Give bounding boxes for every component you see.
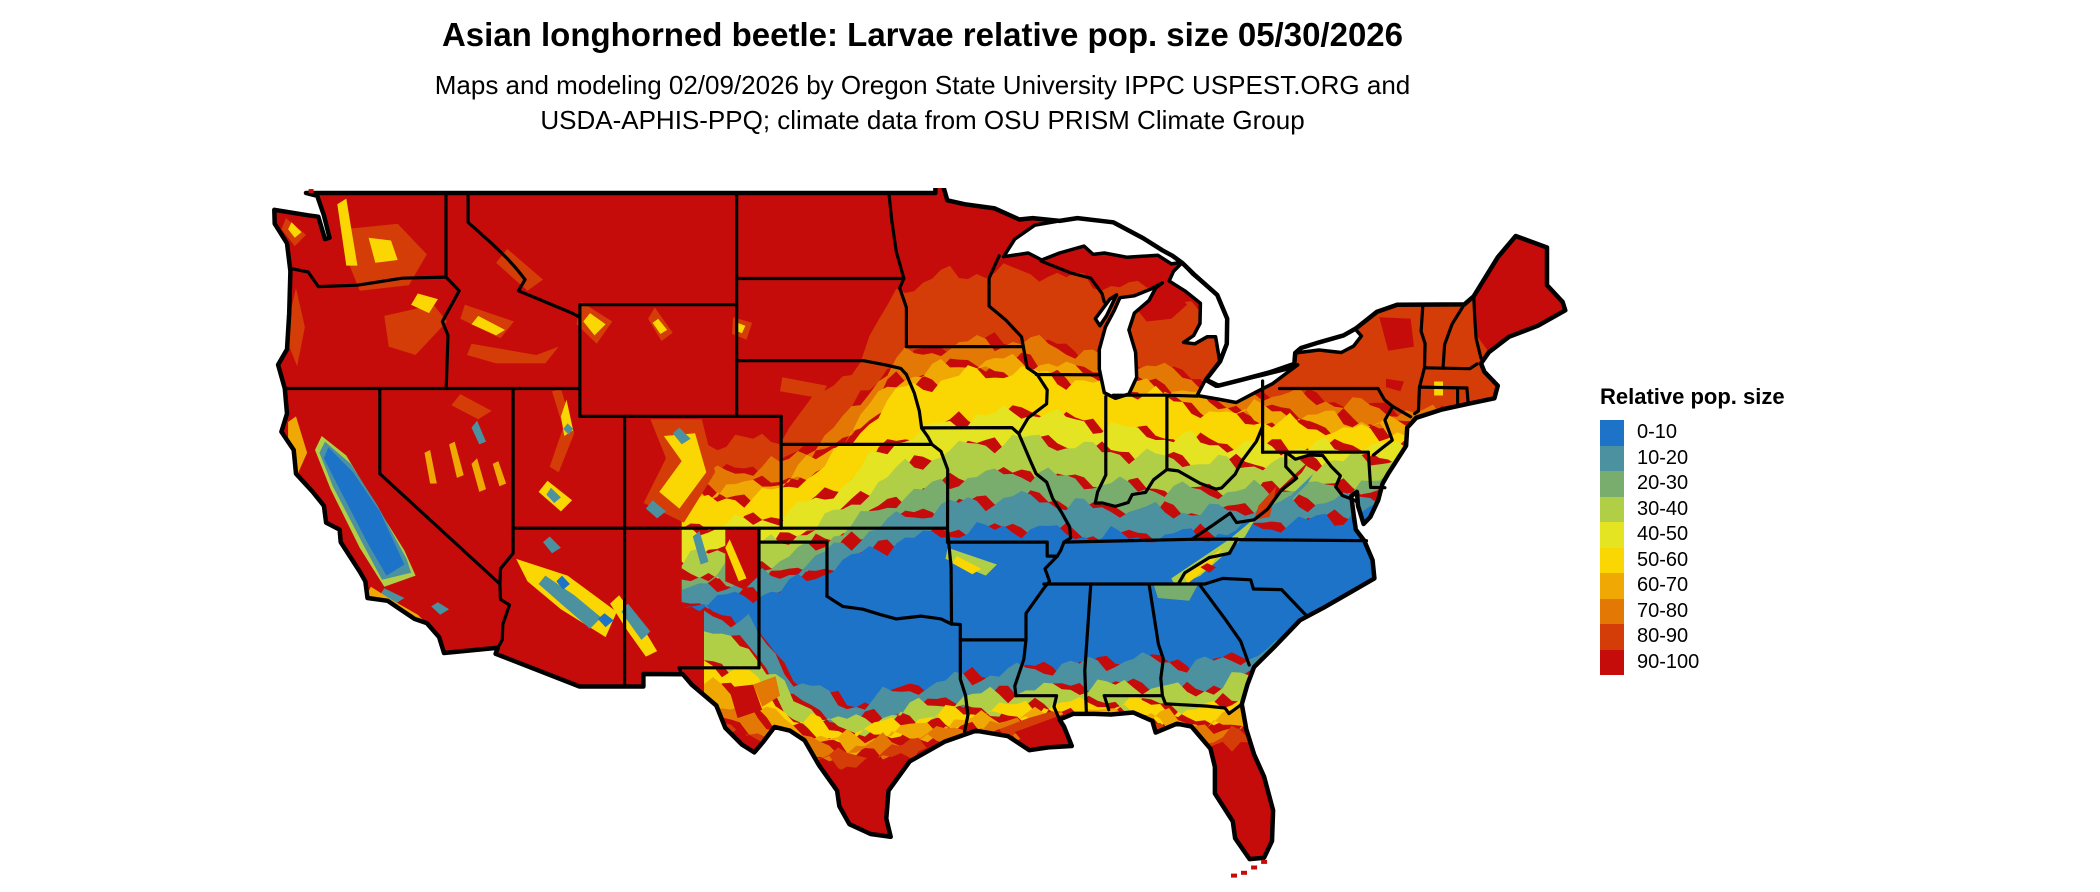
legend-label: 30-40 — [1637, 497, 1689, 520]
legend-swatch-80-90 — [1600, 624, 1624, 650]
legend-row-90-100: 90-100 — [1600, 649, 1785, 675]
legend-swatch-10-20 — [1600, 445, 1624, 471]
legend-label: 90-100 — [1637, 650, 1700, 673]
us-choropleth-map — [240, 180, 1600, 888]
legend-label: 10-20 — [1637, 446, 1689, 469]
legend-row-30-40: 30-40 — [1600, 496, 1785, 522]
legend-swatch-90-100 — [1600, 649, 1624, 675]
map-title: Asian longhorned beetle: Larvae relative… — [441, 16, 1404, 53]
map-subtitle: Maps and modeling 02/09/2026 by Oregon S… — [0, 68, 1845, 138]
legend-swatch-60-70 — [1600, 573, 1624, 599]
legend-label: 0-10 — [1637, 421, 1678, 444]
us-map-svg — [272, 180, 1568, 878]
legend-swatch-0-10 — [1600, 420, 1624, 446]
legend-row-50-60: 50-60 — [1600, 547, 1785, 573]
title-block: Asian longhorned beetle: Larvae relative… — [0, 16, 1845, 138]
legend-swatch-70-80 — [1600, 598, 1624, 624]
legend-row-0-10: 0-10 — [1600, 420, 1785, 446]
legend-label: 20-30 — [1637, 472, 1689, 495]
legend-row-70-80: 70-80 — [1600, 598, 1785, 624]
legend-items: 0-10 10-20 20-30 30-40 40-50 50-60 60-70 70-80 8… — [1600, 420, 1785, 675]
legend-label: 50-60 — [1637, 548, 1689, 571]
legend-row-20-30: 20-30 — [1600, 471, 1785, 497]
legend-swatch-50-60 — [1600, 547, 1624, 573]
map-raster — [274, 182, 1566, 860]
legend-label: 70-80 — [1637, 599, 1689, 622]
legend: Relative pop. size 0-10 10-20 20-30 30-40 40… — [1600, 384, 1785, 675]
legend-row-80-90: 80-90 — [1600, 624, 1785, 650]
legend-swatch-30-40 — [1600, 496, 1624, 522]
legend-swatch-40-50 — [1600, 522, 1624, 548]
legend-label: 80-90 — [1637, 625, 1689, 648]
map-subtitle-line1: Maps and modeling 02/09/2026 by Oregon S… — [434, 70, 1411, 100]
legend-swatch-20-30 — [1600, 471, 1624, 497]
legend-label: 40-50 — [1637, 523, 1689, 546]
legend-label: 60-70 — [1637, 574, 1689, 597]
legend-row-40-50: 40-50 — [1600, 522, 1785, 548]
legend-row-10-20: 10-20 — [1600, 445, 1785, 471]
legend-row-60-70: 60-70 — [1600, 573, 1785, 599]
map-subtitle-line2: USDA-APHIS-PPQ; climate data from OSU PR… — [540, 105, 1305, 135]
legend-title: Relative pop. size — [1600, 384, 1785, 409]
